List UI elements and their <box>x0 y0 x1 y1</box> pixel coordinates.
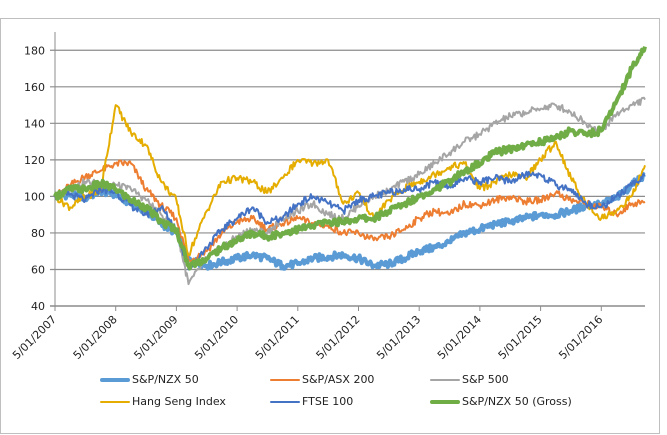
x-tick-label: 5/01/2014 <box>435 313 484 362</box>
x-tick-label: 5/01/2007 <box>10 313 59 362</box>
x-tick-label: 5/01/2016 <box>556 313 605 362</box>
y-tick-label: 140 <box>24 117 45 130</box>
legend-swatch <box>100 377 130 382</box>
legend-item: S&P/NZX 50 <box>100 373 199 386</box>
y-tick-label: 160 <box>24 81 45 94</box>
series-line-s-p-asx-200 <box>54 159 646 263</box>
x-tick-label: 5/01/2009 <box>131 313 180 362</box>
series-lines <box>53 46 647 286</box>
gridlines <box>50 49 645 307</box>
y-tick-label: 180 <box>24 44 45 57</box>
legend-label: FTSE 100 <box>302 395 354 408</box>
y-tick-label: 120 <box>24 154 45 167</box>
legend-swatch <box>270 400 300 403</box>
legend-item: S&P/ASX 200 <box>270 373 374 386</box>
legend-swatch <box>430 399 460 404</box>
legend-item: Hang Seng Index <box>100 395 226 408</box>
legend-label: Hang Seng Index <box>132 395 226 408</box>
x-axis: 5/01/2007 5/01/2008 5/01/2009 5/01/2010 5/01… <box>10 306 605 362</box>
legend-label: S&P/ASX 200 <box>302 373 375 386</box>
legend-label: S&P/NZX 50 <box>132 373 199 386</box>
x-tick-label: 5/01/2013 <box>374 313 423 362</box>
legend-swatch <box>430 378 460 381</box>
legend-label: S&P 500 <box>462 373 509 386</box>
x-tick-label: 5/01/2012 <box>314 313 363 362</box>
y-tick-label: 100 <box>24 190 45 203</box>
series-line-s-p-500 <box>54 96 646 286</box>
series-line-hang-seng-index <box>54 104 646 256</box>
x-tick-label: 5/01/2008 <box>71 313 120 362</box>
legend-swatch <box>270 378 300 381</box>
legend-swatch <box>100 400 130 403</box>
y-tick-label: 80 <box>31 227 45 240</box>
legend-item: S&P/NZX 50 (Gross) <box>430 395 572 408</box>
x-tick-label: 5/01/2010 <box>192 313 241 362</box>
series-line-s-p-nzx-50-gross <box>53 46 647 271</box>
series-line-s-p-nzx-50 <box>53 171 646 271</box>
legend-item: S&P 500 <box>430 373 509 386</box>
x-tick-label: 5/01/2011 <box>253 313 302 362</box>
legend: S&P/NZX 50 S&P/ASX 200 S&P 500 Hang Seng In… <box>100 373 580 423</box>
y-axis: 40 60 80 100 120 140 160 180 <box>24 32 56 313</box>
legend-item: FTSE 100 <box>270 395 353 408</box>
y-tick-label: 40 <box>31 300 45 313</box>
x-tick-label: 5/01/2015 <box>496 313 545 362</box>
y-tick-label: 60 <box>31 263 45 276</box>
legend-label: S&P/NZX 50 (Gross) <box>462 395 572 408</box>
